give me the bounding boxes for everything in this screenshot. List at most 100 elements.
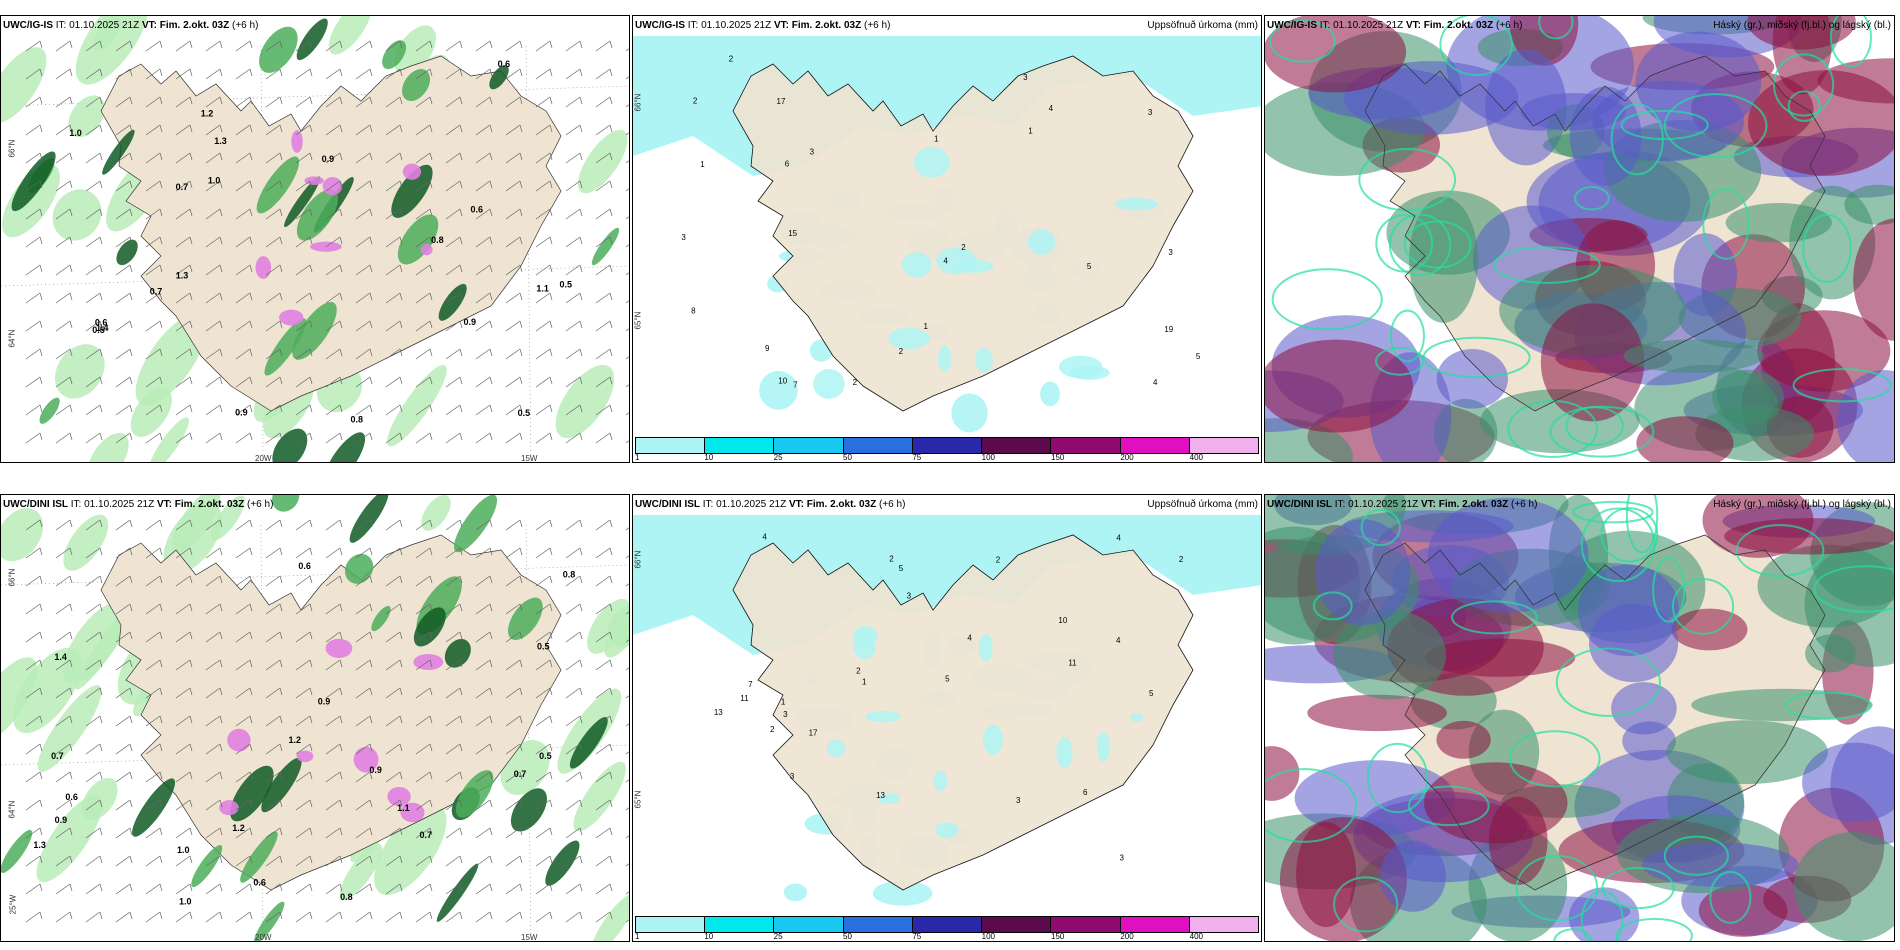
wind-barb bbox=[415, 603, 431, 615]
precip-value-label: 19 bbox=[1164, 325, 1173, 334]
wind-barb bbox=[415, 40, 431, 52]
wind-barb bbox=[535, 771, 551, 783]
panel-header: UWC/DINI ISL IT: 01.10.2025 21Z VT: Fim.… bbox=[3, 499, 274, 510]
precip-value-label: 9 bbox=[765, 344, 770, 353]
wind-barb-flag bbox=[279, 827, 283, 836]
wind-barb-flag bbox=[129, 124, 133, 133]
wind-barb bbox=[25, 236, 41, 248]
wind-barb-flag bbox=[249, 519, 253, 528]
wind-barb bbox=[385, 547, 401, 559]
wind-barb-flag bbox=[489, 432, 493, 441]
colorbar-segment bbox=[1051, 917, 1121, 932]
precip-band-light bbox=[211, 495, 245, 541]
wind-barb bbox=[55, 575, 71, 587]
wind-barb-flag bbox=[579, 432, 583, 441]
wind-barb-flag bbox=[249, 631, 253, 640]
wind-barb bbox=[445, 883, 461, 895]
cloud-contour bbox=[1439, 16, 1513, 76]
wind-barb-flag bbox=[39, 855, 43, 864]
wind-barb-flag bbox=[609, 96, 613, 105]
wind-barb bbox=[595, 320, 611, 332]
wind-barb bbox=[355, 631, 371, 643]
precip-band-light bbox=[1, 47, 47, 124]
wind-barb bbox=[55, 180, 71, 192]
contour-value-label: 0.7 bbox=[514, 769, 527, 779]
precip-value-label: 17 bbox=[809, 729, 818, 738]
wind-barb bbox=[595, 827, 611, 839]
wind-barb bbox=[145, 799, 161, 811]
wind-barb-flag bbox=[399, 68, 403, 77]
wind-barb bbox=[145, 911, 161, 923]
wind-barb-flag bbox=[279, 264, 283, 273]
wind-barb bbox=[565, 124, 581, 136]
wind-barb bbox=[175, 827, 191, 839]
cloud-blob bbox=[1540, 303, 1645, 422]
wind-barb-flag bbox=[99, 404, 103, 413]
cloud-contour bbox=[1829, 16, 1873, 68]
colorbar-segment bbox=[774, 438, 844, 453]
wind-barb-flag bbox=[549, 152, 553, 161]
wind-barb-flag bbox=[339, 348, 343, 357]
wind-barb-flag bbox=[279, 799, 283, 808]
wind-barb-flag bbox=[159, 208, 163, 217]
wind-barb-flag bbox=[39, 687, 43, 696]
wind-barb bbox=[55, 292, 71, 304]
wind-barb bbox=[265, 715, 281, 727]
wind-barb-flag bbox=[429, 547, 433, 556]
precip-band-heavy bbox=[11, 151, 56, 212]
wind-barb-flag bbox=[309, 827, 313, 836]
cloud-blob bbox=[1379, 840, 1447, 912]
snow-patch bbox=[219, 800, 239, 816]
wind-barb-flag bbox=[399, 124, 403, 133]
wind-barb bbox=[265, 603, 281, 615]
wind-barb-flag bbox=[549, 264, 553, 273]
wind-barb bbox=[175, 68, 191, 80]
wind-barb bbox=[385, 68, 401, 80]
colorbar-tick: 400 bbox=[1189, 932, 1204, 941]
wind-barb-flag bbox=[369, 659, 373, 668]
wind-barb bbox=[535, 236, 551, 248]
wind-barb-flag bbox=[129, 911, 133, 920]
wind-barb-flag bbox=[459, 911, 463, 920]
wind-barb bbox=[355, 124, 371, 136]
precip-value-label: 5 bbox=[1149, 689, 1154, 698]
wind-barb-flag bbox=[489, 376, 493, 385]
wind-barb-flag bbox=[189, 96, 193, 105]
wind-barb bbox=[565, 883, 581, 895]
wind-barb bbox=[445, 236, 461, 248]
cloud-contour bbox=[1580, 890, 1624, 941]
wind-barb-flag bbox=[579, 68, 583, 77]
wind-barb bbox=[325, 575, 341, 587]
wind-barb bbox=[535, 376, 551, 388]
precip-band-heavy bbox=[591, 227, 620, 266]
wind-barb-flag bbox=[489, 883, 493, 892]
wind-barb bbox=[205, 96, 221, 108]
wind-barb-flag bbox=[459, 432, 463, 441]
wind-barb-flag bbox=[69, 124, 73, 133]
wind-barb-flag bbox=[279, 547, 283, 556]
wind-barb bbox=[325, 799, 341, 811]
wind-barb bbox=[175, 771, 191, 783]
wind-barb-flag bbox=[579, 40, 583, 49]
wind-barb bbox=[265, 180, 281, 192]
wind-barb bbox=[295, 519, 311, 531]
cloud-contour bbox=[1375, 346, 1425, 376]
wind-barb bbox=[235, 715, 251, 727]
wind-barb-flag bbox=[99, 855, 103, 864]
wind-barb bbox=[535, 603, 551, 615]
precip-value-label: 13 bbox=[876, 791, 885, 800]
wind-barb-flag bbox=[489, 715, 493, 724]
wind-barb bbox=[175, 631, 191, 643]
wind-barb bbox=[115, 575, 131, 587]
precip-band-light bbox=[555, 364, 615, 439]
wind-barb bbox=[235, 827, 251, 839]
wind-barb-flag bbox=[249, 575, 253, 584]
wind-barb bbox=[175, 432, 191, 444]
wind-barb-flag bbox=[369, 575, 373, 584]
wind-barb-flag bbox=[309, 40, 313, 49]
wind-barb bbox=[475, 376, 491, 388]
wind-barb bbox=[265, 659, 281, 671]
precip-band-heavy bbox=[254, 901, 285, 941]
wind-barb bbox=[565, 799, 581, 811]
wind-barb-flag bbox=[609, 547, 613, 556]
